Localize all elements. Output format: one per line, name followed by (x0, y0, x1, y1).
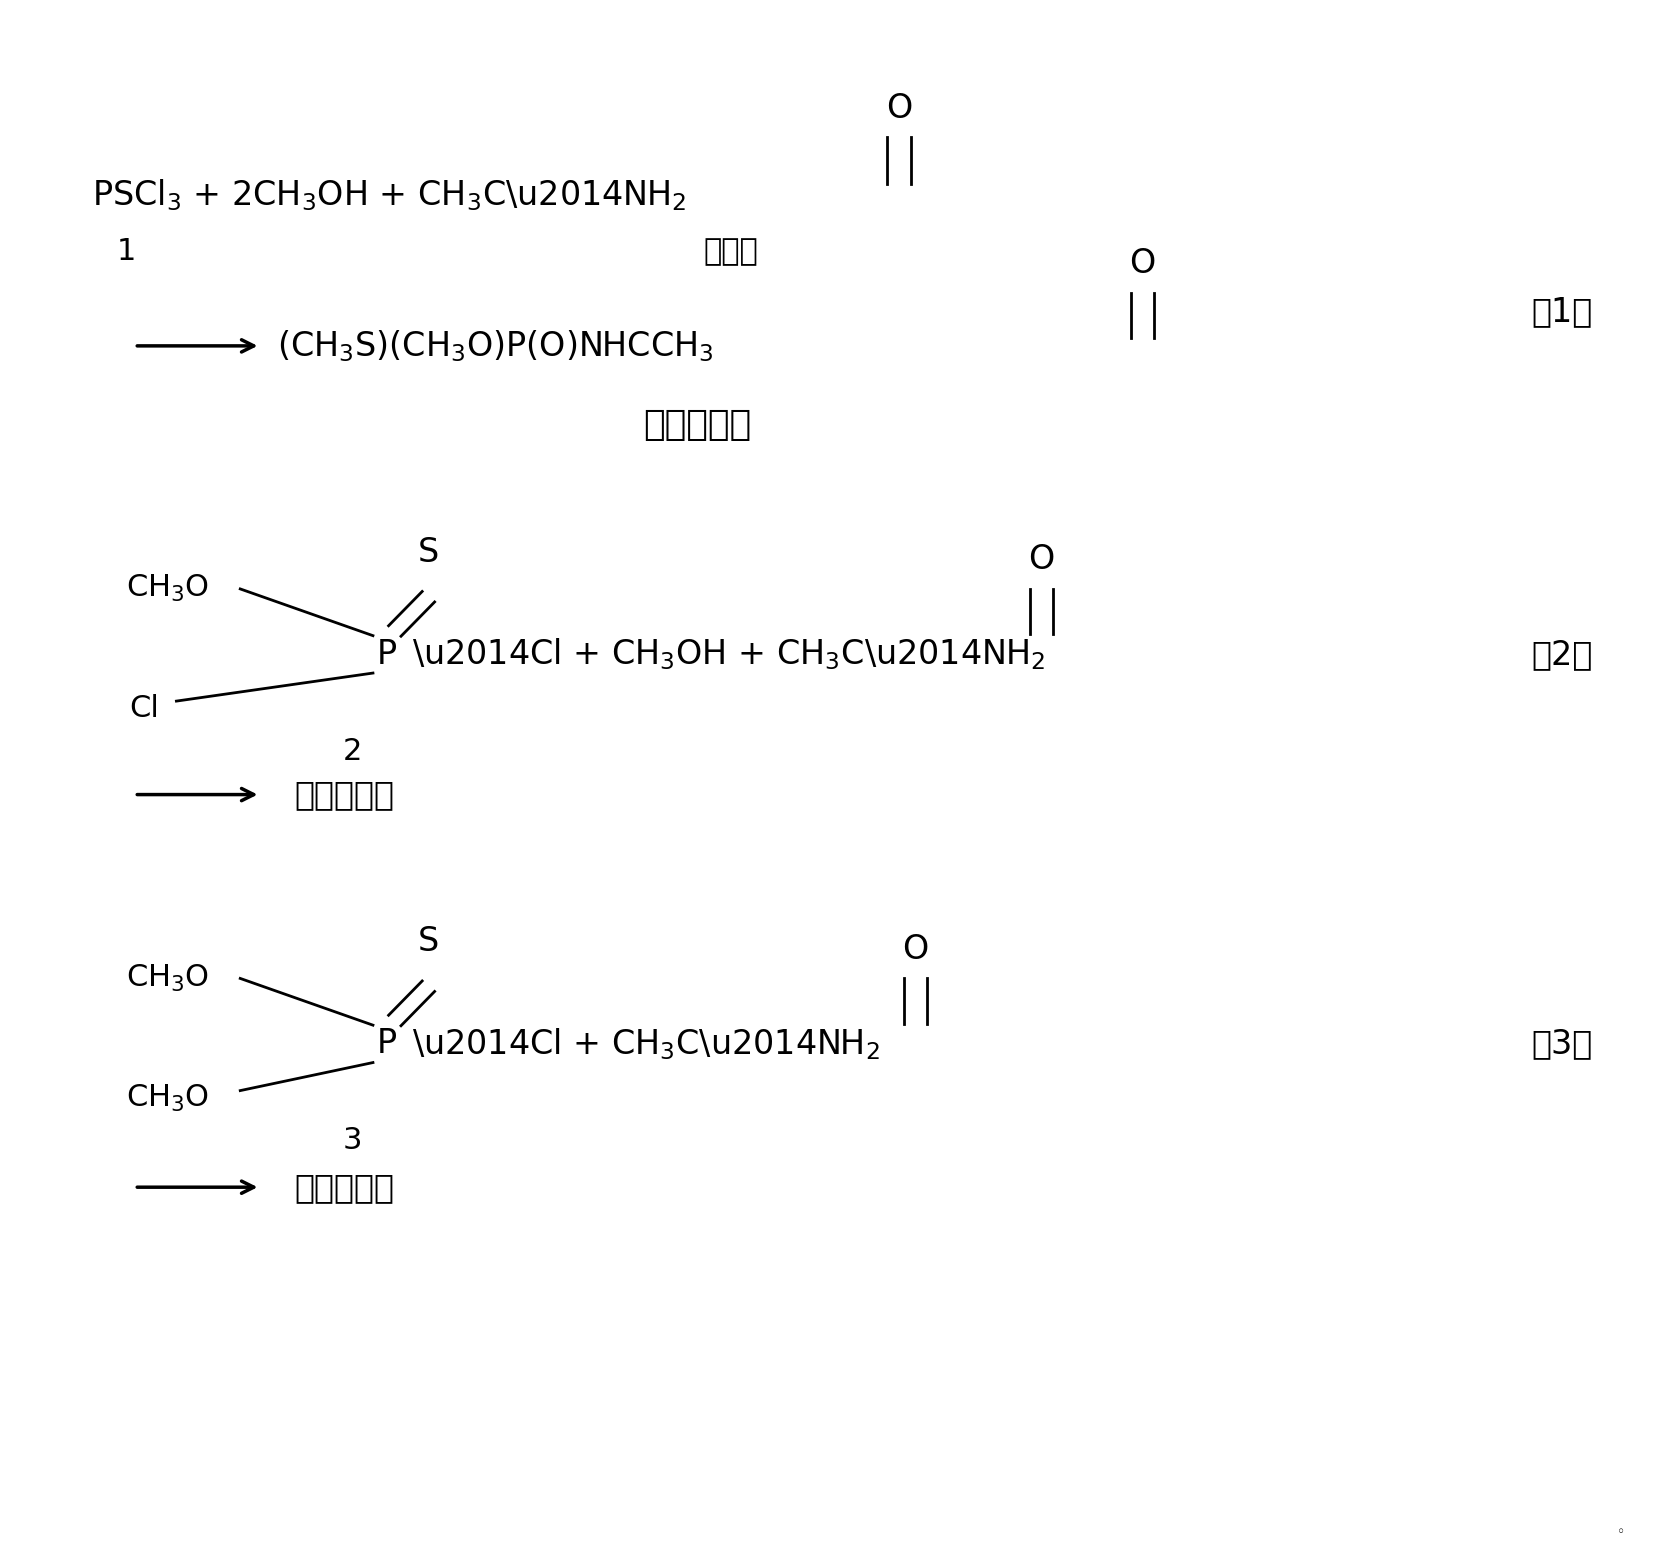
Text: O: O (902, 933, 929, 966)
Text: S: S (418, 925, 438, 958)
Text: P: P (376, 637, 396, 671)
Text: P: P (376, 1027, 396, 1061)
Text: \u2014Cl + CH$_3$OH + CH$_3$C\u2014NH$_2$: \u2014Cl + CH$_3$OH + CH$_3$C\u2014NH$_2… (412, 637, 1045, 671)
Text: 乙酰甲胺磷: 乙酰甲胺磷 (294, 777, 395, 812)
Text: 乙酰甲胺磷: 乙酰甲胺磷 (294, 1170, 395, 1204)
Text: CH$_3$O: CH$_3$O (126, 963, 210, 994)
Text: CH$_3$O: CH$_3$O (126, 573, 210, 605)
Text: （1）: （1） (1532, 294, 1593, 329)
Text: PSCl$_3$ + 2CH$_3$OH + CH$_3$C\u2014NH$_2$: PSCl$_3$ + 2CH$_3$OH + CH$_3$C\u2014NH$_… (92, 178, 687, 212)
Text: \u2014Cl + CH$_3$C\u2014NH$_2$: \u2014Cl + CH$_3$C\u2014NH$_2$ (412, 1027, 880, 1061)
Text: 3: 3 (343, 1126, 363, 1156)
Text: （3）: （3） (1532, 1027, 1593, 1061)
Text: O: O (1129, 248, 1156, 280)
Text: (CH$_3$S)(CH$_3$O)P(O)NHCCH$_3$: (CH$_3$S)(CH$_3$O)P(O)NHCCH$_3$ (277, 329, 714, 363)
Text: 2: 2 (343, 737, 363, 767)
Text: CH$_3$O: CH$_3$O (126, 1083, 210, 1114)
Text: 1: 1 (116, 237, 136, 266)
Text: O: O (885, 92, 912, 125)
Text: S: S (418, 536, 438, 569)
Text: （2）: （2） (1532, 637, 1593, 671)
Text: O: O (1028, 544, 1055, 576)
Text: ◦: ◦ (1618, 1525, 1625, 1539)
Text: Cl: Cl (129, 695, 160, 723)
Text: 乙酰甲胺磷: 乙酰甲胺磷 (643, 408, 751, 442)
Text: 乙酰胺: 乙酰胺 (704, 237, 758, 266)
